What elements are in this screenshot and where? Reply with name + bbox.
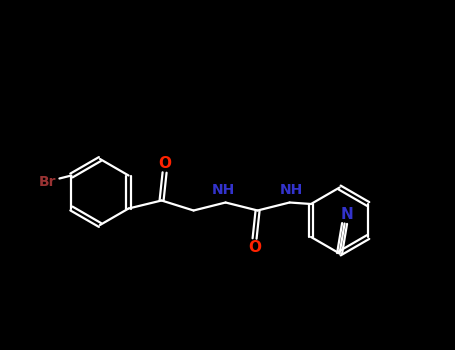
Text: NH: NH [212, 183, 235, 197]
Text: Br: Br [39, 175, 56, 189]
Text: O: O [158, 156, 171, 171]
Text: NH: NH [280, 183, 303, 197]
Text: O: O [248, 240, 261, 255]
Text: N: N [340, 207, 353, 222]
